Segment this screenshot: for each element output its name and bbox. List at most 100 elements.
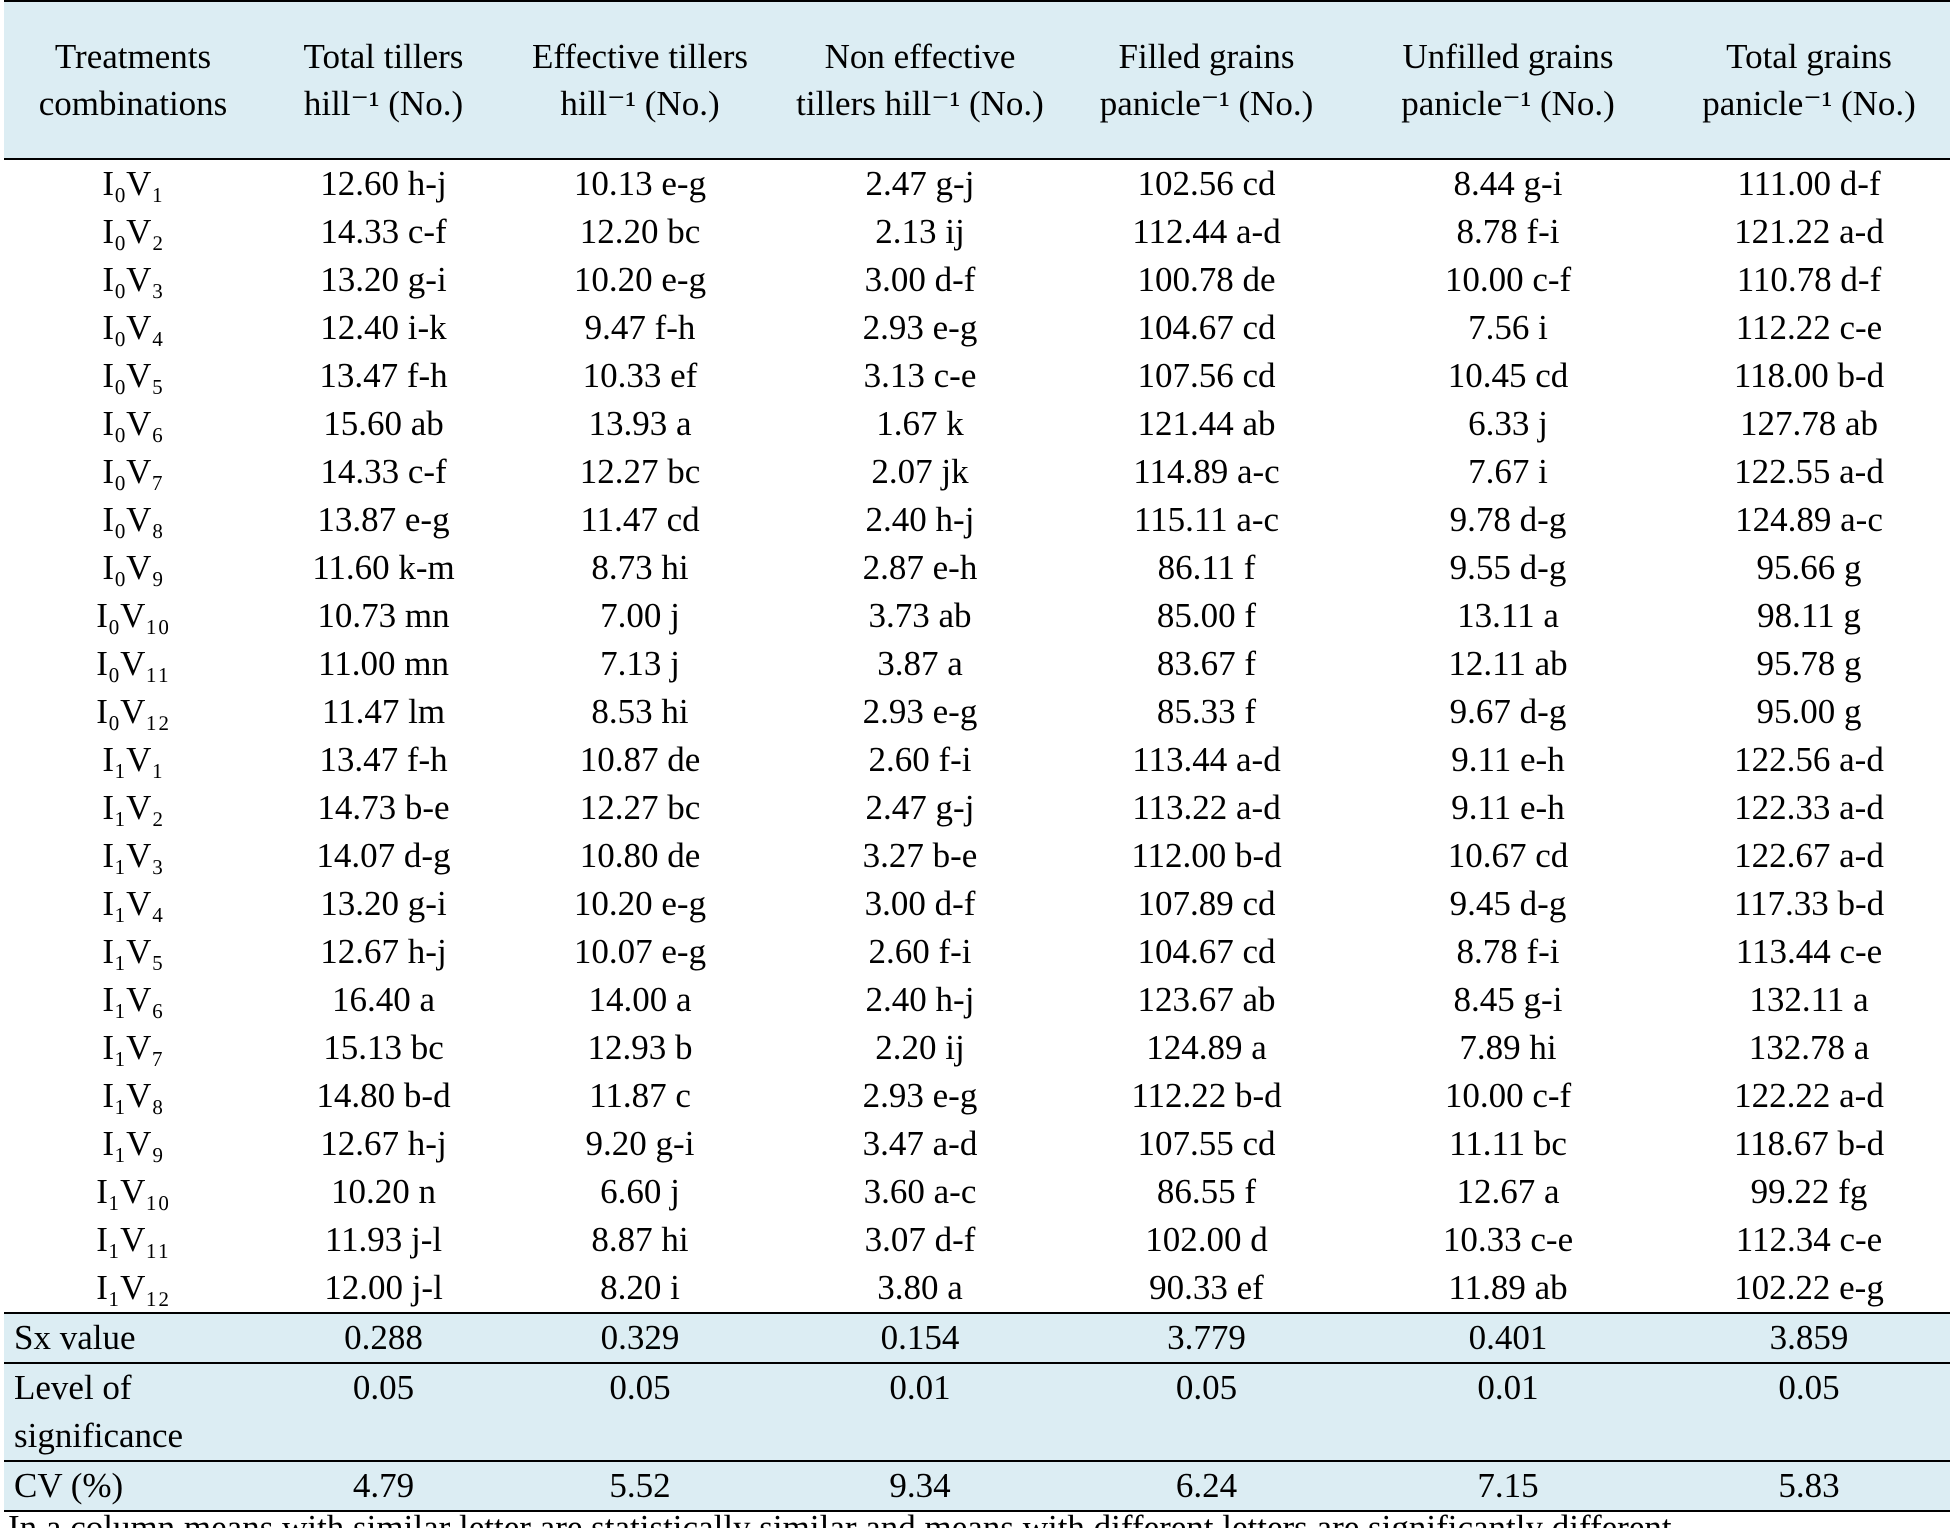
value-cell: 12.67 a [1456, 1172, 1560, 1211]
header-line: hill⁻¹ (No.) [303, 84, 464, 123]
value-cell: 7.13 j [600, 644, 680, 683]
summary-row: Level of significance 0.05 0.05 0.01 0.05 0.0… [4, 1362, 1950, 1461]
value-cell: 95.00 g [1756, 692, 1862, 731]
value-cell: 10.67 cd [1447, 836, 1569, 875]
header-line: panicle⁻¹ (No.) [1099, 84, 1314, 123]
value-cell: 8.87 hi [591, 1220, 689, 1259]
header-line: Filled grains [1118, 37, 1295, 76]
value-cell: 1.67 k [876, 404, 964, 443]
header-line: panicle⁻¹ (No.) [1702, 84, 1916, 123]
value-cell: 8.78 f-i [1456, 932, 1560, 971]
treatment-cell: I₀V₁₀ [96, 596, 170, 635]
value-cell: 9.11 e-h [1451, 788, 1565, 827]
value-cell: 15.13 bc [323, 1028, 444, 1067]
value-cell: 2.60 f-i [868, 932, 972, 971]
treatment-cell: I₀V₈ [102, 500, 164, 539]
value-cell: 2.40 h-j [865, 500, 975, 539]
value-cell: 107.89 cd [1137, 884, 1276, 923]
data-row: I₁V₇ 15.13 bc 12.93 b 2.20 ij 124.89 a 7.89 h… [4, 1024, 1950, 1072]
value-cell: 98.11 g [1757, 596, 1861, 635]
value-cell: 110.78 d-f [1736, 260, 1882, 299]
treatment-cell: I₁V₁ [102, 740, 164, 779]
value-cell: 112.00 b-d [1131, 836, 1282, 875]
data-table: Treatments combinations Total tillers hill⁻… [4, 0, 1950, 1512]
value-cell: 7.00 j [600, 596, 680, 635]
treatment-cell: I₀V₄ [102, 308, 164, 347]
value-cell: 10.87 de [579, 740, 701, 779]
treatment-cell: I₁V₅ [102, 932, 164, 971]
value-cell: 10.00 c-f [1444, 260, 1572, 299]
value-cell: 2.13 ij [875, 212, 965, 251]
value-cell: 10.13 e-g [573, 164, 707, 203]
value-cell: 2.07 jk [871, 452, 969, 491]
treatment-cell: I₁V₁₀ [96, 1172, 170, 1211]
treatment-cell: I₁V₈ [102, 1076, 164, 1115]
value-cell: 14.00 a [588, 980, 692, 1019]
value-cell: 9.20 g-i [585, 1124, 695, 1163]
value-cell: 3.87 a [877, 644, 963, 683]
data-row: I₁V₉ 12.67 h-j 9.20 g-i 3.47 a-d 107.55 cd 11… [4, 1120, 1950, 1168]
value-cell: 6.60 j [600, 1172, 680, 1211]
summary-value: 5.83 [1668, 1460, 1950, 1512]
treatment-cell: I₁V₁₁ [96, 1220, 170, 1259]
treatment-cell: I₀V₂ [102, 212, 164, 251]
value-cell: 7.56 i [1468, 308, 1548, 347]
value-cell: 12.00 j-l [324, 1268, 443, 1307]
value-cell: 10.33 ef [582, 356, 698, 395]
value-cell: 12.27 bc [579, 452, 701, 491]
value-cell: 10.45 cd [1447, 356, 1569, 395]
value-cell: 14.80 b-d [316, 1076, 451, 1115]
data-row: I₁V₆ 16.40 a 14.00 a 2.40 h-j 123.67 ab 8.45 … [4, 976, 1950, 1024]
value-cell: 9.67 d-g [1449, 692, 1567, 731]
value-cell: 13.87 e-g [317, 500, 450, 539]
value-cell: 12.60 h-j [320, 164, 447, 203]
value-cell: 122.22 a-d [1734, 1076, 1884, 1115]
value-cell: 104.67 cd [1137, 932, 1276, 971]
data-row: I₀V₈ 13.87 e-g 11.47 cd 2.40 h-j 115.11 a-c 9… [4, 496, 1950, 544]
value-cell: 11.11 bc [1449, 1124, 1567, 1163]
value-cell: 124.89 a-c [1735, 500, 1883, 539]
header-line: Unfilled grains [1402, 37, 1614, 76]
value-cell: 12.11 ab [1448, 644, 1568, 683]
value-cell: 10.73 mn [317, 596, 450, 635]
value-cell: 10.20 n [331, 1172, 436, 1211]
header-line: Effective tillers [531, 37, 749, 76]
value-cell: 8.45 g-i [1453, 980, 1563, 1019]
value-cell: 3.00 d-f [864, 260, 976, 299]
value-cell: 124.89 a [1146, 1028, 1267, 1067]
data-row: I₀V₅ 13.47 f-h 10.33 ef 3.13 c-e 107.56 cd 10… [4, 352, 1950, 400]
value-cell: 13.47 f-h [319, 740, 448, 779]
value-cell: 7.89 hi [1459, 1028, 1557, 1067]
value-cell: 6.33 j [1468, 404, 1548, 443]
value-cell: 2.93 e-g [862, 692, 978, 731]
summary-value: 3.779 [1065, 1312, 1348, 1363]
summary-value: 0.05 [1668, 1362, 1950, 1461]
summary-value: 9.34 [775, 1460, 1065, 1512]
header-line: Non effective [824, 37, 1016, 76]
value-cell: 11.87 c [589, 1076, 691, 1115]
value-cell: 3.13 c-e [863, 356, 977, 395]
summary-label: Level of significance [4, 1362, 262, 1461]
data-row: I₀V₄ 12.40 i-k 9.47 f-h 2.93 e-g 104.67 cd 7.… [4, 304, 1950, 352]
summary-value: 0.05 [262, 1362, 505, 1461]
data-row: I₁V₁ 13.47 f-h 10.87 de 2.60 f-i 113.44 a-d 9… [4, 736, 1950, 784]
value-cell: 83.67 f [1156, 644, 1257, 683]
value-cell: 9.11 e-h [1451, 740, 1565, 779]
summary-row: CV (%) 4.79 5.52 9.34 6.24 7.15 5.83 [4, 1460, 1950, 1512]
value-cell: 121.44 ab [1137, 404, 1276, 443]
header-cell: Treatments combinations [4, 0, 262, 160]
value-cell: 2.93 e-g [862, 308, 978, 347]
value-cell: 9.55 d-g [1449, 548, 1567, 587]
data-row: I₁V₁₂ 12.00 j-l 8.20 i 3.80 a 90.33 ef 11.89 … [4, 1264, 1950, 1313]
value-cell: 3.80 a [877, 1268, 963, 1307]
value-cell: 112.44 a-d [1132, 212, 1281, 251]
value-cell: 107.56 cd [1137, 356, 1276, 395]
summary-label: CV (%) [4, 1460, 262, 1512]
value-cell: 8.20 i [600, 1268, 680, 1307]
value-cell: 11.60 k-m [312, 548, 455, 587]
value-cell: 13.11 a [1457, 596, 1559, 635]
treatment-cell: I₁V₉ [102, 1124, 164, 1163]
value-cell: 10.80 de [579, 836, 701, 875]
value-cell: 8.53 hi [591, 692, 689, 731]
